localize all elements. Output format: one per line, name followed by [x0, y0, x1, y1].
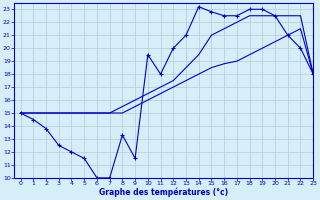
X-axis label: Graphe des températures (°c): Graphe des températures (°c) [99, 188, 228, 197]
